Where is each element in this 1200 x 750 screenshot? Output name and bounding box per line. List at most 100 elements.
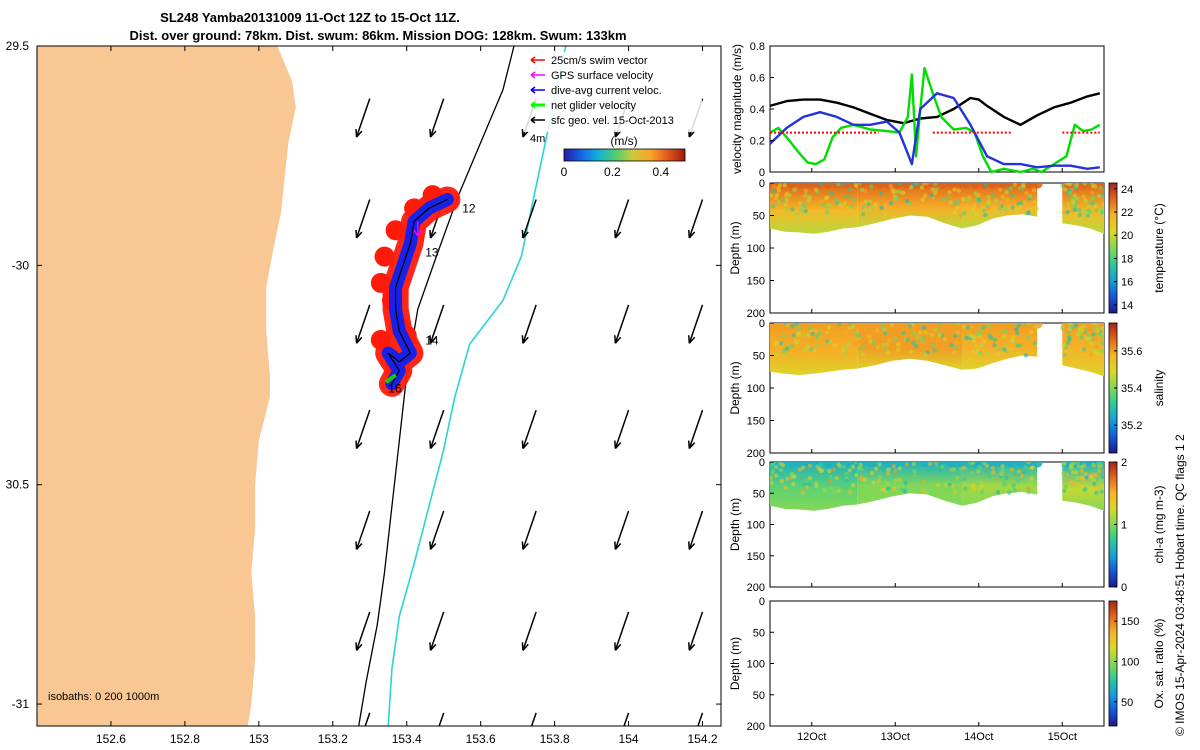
section-sample-dot — [783, 202, 788, 207]
section-sample-dot — [801, 201, 806, 207]
section-sample-dot — [789, 474, 795, 480]
section-sample-dot — [1072, 185, 1078, 190]
section-sample-dot — [995, 490, 1001, 495]
geo-velocity-arrowhead — [355, 642, 363, 651]
geo-velocity-arrow — [355, 409, 371, 449]
section-sample-dot — [1017, 343, 1022, 348]
section-sample-dot — [911, 340, 916, 345]
section-sample-dot — [770, 470, 775, 476]
section-sample-dot — [1091, 323, 1096, 326]
geo-velocity-arrowhead — [614, 541, 622, 550]
section-sample-dot — [895, 342, 901, 347]
section-sample-dot — [952, 210, 958, 215]
section-sample-dot — [770, 475, 773, 481]
velocity-ylabel: velocity magnitude (m/s) — [730, 44, 744, 174]
section-sample-dot — [1075, 347, 1080, 352]
section-sample-dot — [1000, 464, 1005, 469]
section-sample-dot — [986, 323, 992, 328]
colorbar-tick-label: 50 — [1121, 697, 1133, 709]
section-sample-dot — [1007, 490, 1012, 495]
velocity-y-tick-label: 0 — [759, 167, 765, 179]
section-sample-dot — [1062, 187, 1068, 192]
section-sample-dot — [1030, 465, 1036, 470]
section-sample-dot — [929, 332, 934, 337]
section-sample-dot — [934, 187, 939, 192]
geo-velocity-arrowhead — [614, 642, 622, 651]
section-sample-dot — [1012, 488, 1017, 493]
section-sample-dot — [972, 328, 978, 333]
section-sample-dot — [800, 490, 805, 495]
section-surface-sample — [988, 183, 998, 189]
section-sample-dot — [1068, 479, 1073, 485]
section-sample-dot — [1000, 194, 1006, 200]
section-sample-dot — [991, 193, 996, 199]
section-sample-dot — [814, 187, 819, 193]
section-sample-dot — [837, 323, 842, 327]
section-sample-dot — [1010, 193, 1015, 198]
section-sample-dot — [1026, 323, 1031, 326]
section-sample-dot — [1063, 484, 1068, 490]
section-sample-dot — [1067, 334, 1072, 340]
colorbar-tick-label: 35.6 — [1121, 346, 1142, 358]
section-sample-dot — [1077, 212, 1083, 218]
geo-velocity-arrowhead — [355, 129, 363, 138]
section-surface-sample — [947, 462, 957, 468]
section-sample-dot — [1075, 196, 1080, 201]
section-sample-dot — [1078, 326, 1083, 331]
section-sample-dot — [1010, 205, 1015, 210]
section-sample-dot — [1068, 188, 1073, 193]
legend-arrowhead — [530, 86, 536, 94]
geo-velocity-arrowhead — [355, 229, 363, 239]
section-sample-dot — [1093, 485, 1098, 490]
section-sample-dot — [926, 468, 932, 473]
section-sample-dot — [1093, 208, 1099, 213]
geo-velocity-arrow — [429, 510, 445, 550]
section-sample-dot — [1015, 207, 1020, 212]
section-surface-sample — [929, 323, 939, 329]
section-y-tick-label: 100 — [747, 659, 765, 671]
section-sample-dot — [961, 324, 967, 329]
section-sample-dot — [876, 479, 881, 484]
section-sample-dot — [1011, 464, 1016, 469]
section-sample-dot — [885, 486, 890, 492]
section-sample-dot — [1070, 198, 1076, 204]
section-sample-dot — [921, 479, 926, 485]
section-sample-dot — [887, 338, 892, 343]
section-sample-dot — [911, 462, 916, 467]
section-sample-dot — [848, 489, 853, 495]
section-sample-dot — [950, 483, 956, 489]
section-sample-dot — [1083, 486, 1088, 492]
section-sample-dot — [791, 482, 796, 487]
section-sample-dot — [871, 480, 876, 485]
section-sample-dot — [1015, 330, 1020, 335]
section-sample-dot — [897, 466, 902, 471]
colorbar-tick-label: 2 — [1121, 457, 1127, 469]
section-sample-dot — [805, 344, 810, 350]
colorbar-label: salinity — [1152, 370, 1166, 407]
section-sample-dot — [895, 196, 900, 201]
section-sample-dot — [831, 467, 837, 472]
section-sample-dot — [778, 467, 784, 473]
section-sample-dot — [961, 210, 967, 216]
section-sample-dot — [986, 194, 991, 200]
section-profile-patch — [857, 462, 963, 506]
section-sample-dot — [1021, 323, 1026, 326]
section-surface-sample — [884, 462, 894, 468]
section-surface-sample — [970, 183, 980, 189]
section-sample-dot — [1082, 463, 1087, 468]
section-sample-dot — [794, 323, 799, 326]
geo-velocity-arrow — [614, 199, 630, 239]
section-sample-dot — [900, 190, 906, 195]
geo-velocity-arrow — [522, 199, 537, 239]
section-ylabel: Depth (m) — [728, 637, 742, 690]
section-sample-dot — [961, 196, 966, 202]
map-x-tick-label: 152.6 — [96, 732, 126, 746]
section-sample-dot — [885, 350, 891, 355]
section-sample-dot — [1075, 462, 1080, 465]
section-sample-dot — [1024, 190, 1029, 196]
section-sample-dot — [1073, 323, 1079, 328]
map-y-tick-label: -30 — [12, 258, 30, 272]
section-sample-dot — [914, 183, 919, 187]
section-sample-dot — [817, 466, 822, 472]
section-sample-dot — [777, 183, 783, 188]
